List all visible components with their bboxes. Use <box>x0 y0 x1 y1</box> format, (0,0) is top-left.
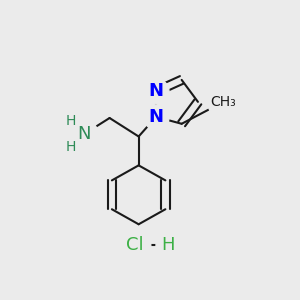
Text: H: H <box>66 140 76 154</box>
Text: H: H <box>161 236 175 254</box>
Text: Cl: Cl <box>126 236 144 254</box>
Text: N: N <box>77 125 91 143</box>
Text: N: N <box>148 108 164 126</box>
Text: H: H <box>66 115 76 128</box>
Text: N: N <box>148 82 164 100</box>
Text: CH₃: CH₃ <box>211 95 236 109</box>
